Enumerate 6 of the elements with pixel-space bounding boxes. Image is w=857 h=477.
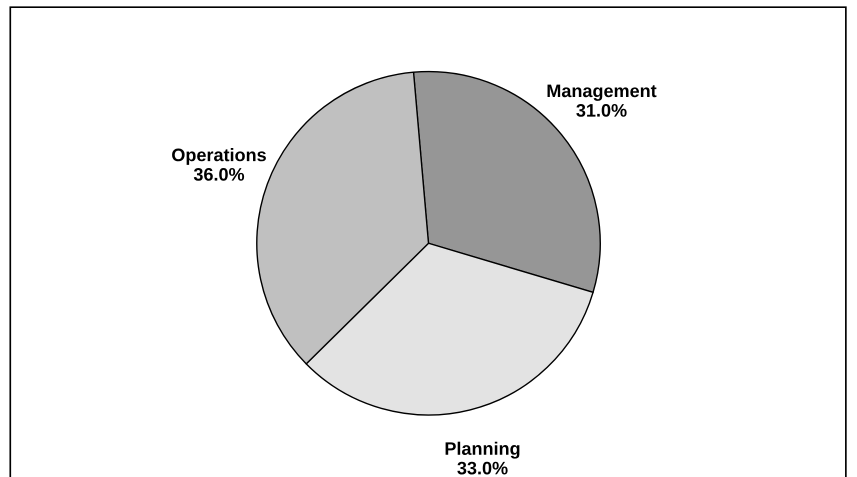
data-label: 36.0% (194, 168, 244, 181)
data-label: 31.0% (576, 104, 627, 117)
data-label: 33.0% (457, 462, 508, 475)
slice-label: Management (548, 84, 656, 101)
slice-label: Operations (172, 148, 266, 165)
slice-label: Planning (446, 442, 520, 459)
